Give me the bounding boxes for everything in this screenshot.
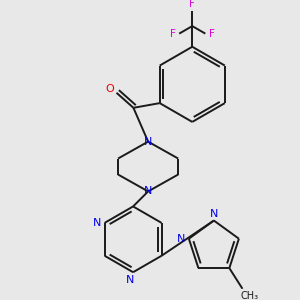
Text: CH₃: CH₃	[241, 291, 259, 300]
Text: O: O	[106, 84, 114, 94]
Text: F: F	[189, 0, 195, 10]
Text: N: N	[144, 186, 152, 197]
Text: N: N	[210, 209, 218, 219]
Text: N: N	[126, 275, 134, 285]
Text: F: F	[209, 28, 215, 39]
Text: F: F	[170, 28, 176, 39]
Text: N: N	[177, 234, 185, 244]
Text: N: N	[93, 218, 101, 228]
Text: N: N	[144, 136, 152, 147]
